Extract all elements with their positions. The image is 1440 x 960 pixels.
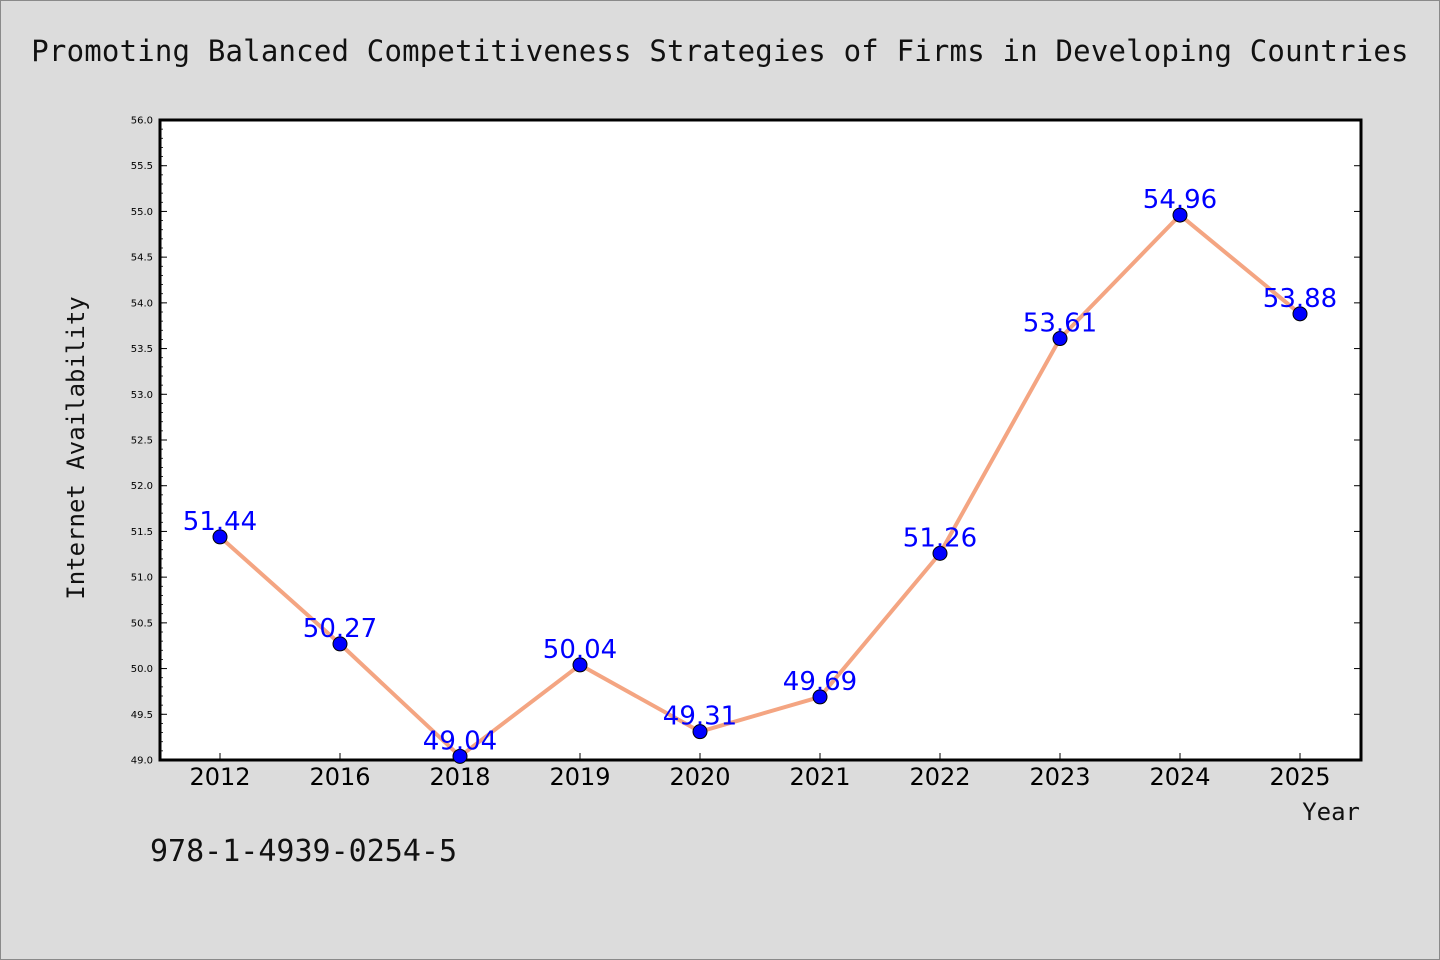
x-tick-label: 2021: [789, 763, 850, 791]
data-label: 49.31: [663, 702, 737, 732]
isbn-text: 978-1-4939-0254-5: [150, 834, 458, 869]
data-labels: 51.44 50.27 49.04 50.04 49.31 49.69 51.26 53.61…: [183, 185, 1337, 756]
y-axis: 49.0 49.5 50.0 50.5 51.0 51.5 52.0 52.5 53.0 53.5…: [131, 116, 1361, 767]
y-tick-label: 51.0: [131, 573, 153, 584]
data-point: [332, 636, 348, 652]
y-tick-label: 50.5: [131, 618, 153, 629]
data-point: [1292, 306, 1308, 322]
x-tick-label: 2022: [909, 763, 970, 791]
data-point: [212, 529, 228, 545]
x-tick-label: 2018: [429, 763, 490, 791]
chart-title: Promoting Balanced Competitiveness Strat…: [31, 34, 1409, 68]
x-axis-label: Year: [1302, 798, 1360, 826]
y-axis-label: Internet Availability: [62, 296, 90, 599]
x-tick-label: 2019: [549, 763, 610, 791]
y-tick-label: 50.0: [131, 664, 153, 675]
plot-area: [158, 118, 1363, 762]
y-tick-label: 49.5: [131, 710, 153, 721]
data-point: [1172, 207, 1188, 223]
x-tick-label: 2020: [669, 763, 730, 791]
data-label: 50.04: [543, 635, 617, 665]
data-point: [812, 689, 828, 705]
y-tick-label: 54.0: [131, 298, 153, 309]
series-line: [218, 213, 1302, 759]
data-label: 50.27: [303, 614, 377, 644]
y-tick-label: 55.5: [131, 161, 153, 172]
y-tick-label: 55.0: [131, 207, 153, 218]
y-tick-label: 52.5: [131, 436, 153, 447]
y-tick-label: 52.0: [131, 481, 153, 492]
x-axis: 2012 2016 2018 2019 2020 2021 2022 2023 2024 2025: [189, 753, 1331, 791]
y-tick-label: 51.5: [131, 527, 153, 538]
x-tick-label: 2012: [189, 763, 250, 791]
y-tick-label: 53.5: [131, 344, 153, 355]
series-markers: [212, 207, 1308, 764]
data-label: 49.69: [783, 667, 857, 697]
x-tick-label: 2016: [309, 763, 370, 791]
data-label: 49.04: [423, 726, 497, 756]
y-tick-label: 54.5: [131, 253, 153, 264]
y-tick-label: 53.0: [131, 390, 153, 401]
data-point: [452, 748, 468, 764]
y-tick-label: 56.0: [131, 116, 153, 127]
data-label: 51.44: [183, 507, 257, 537]
y-tick-label: 49.0: [131, 756, 153, 767]
x-tick-label: 2024: [1149, 763, 1210, 791]
data-point: [932, 545, 948, 561]
data-label: 51.26: [903, 523, 977, 553]
x-tick-label: 2025: [1269, 763, 1330, 791]
x-tick-label: 2023: [1029, 763, 1090, 791]
data-label: 53.61: [1023, 309, 1097, 339]
data-point: [692, 724, 708, 740]
data-label: 53.88: [1263, 284, 1337, 314]
data-point: [1052, 331, 1068, 347]
data-point: [572, 657, 588, 673]
data-label: 54.96: [1143, 185, 1217, 215]
